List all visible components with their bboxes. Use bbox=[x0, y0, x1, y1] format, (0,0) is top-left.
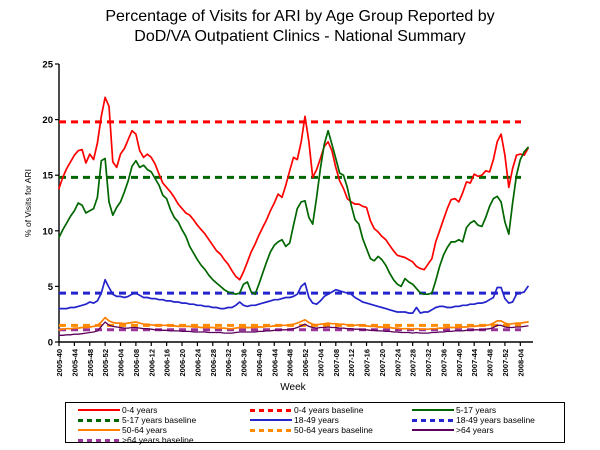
y-axis-title: % of Visits for ARI bbox=[23, 169, 33, 237]
x-tick-label: 2007-20 bbox=[378, 349, 387, 377]
chart-title: Percentage of Visits for ARI by Age Grou… bbox=[0, 7, 600, 47]
x-tick-label: 2007-24 bbox=[393, 348, 402, 376]
x-tick-label: 2006-44 bbox=[270, 348, 279, 376]
y-tick-label: 10 bbox=[42, 226, 53, 237]
chart-legend: 0-4 years 0-4 years baseline 5-17 years 5-1… bbox=[65, 402, 565, 445]
x-tick-label: 2005-52 bbox=[101, 349, 110, 377]
x-tick-label: 2007-40 bbox=[455, 349, 464, 377]
x-tick-label: 2006-52 bbox=[301, 349, 310, 377]
legend-item-0-4-years-baseline: 0-4 years baseline bbox=[250, 405, 412, 415]
x-tick-label: 2005-44 bbox=[70, 348, 79, 376]
chart-title-line1: Percentage of Visits for ARI by Age Grou… bbox=[105, 8, 495, 25]
x-tick-label: 2007-28 bbox=[409, 349, 418, 377]
legend-line-sample bbox=[250, 408, 292, 412]
legend-label: 0-4 years bbox=[122, 405, 158, 415]
legend-label: 5-17 years bbox=[456, 405, 497, 415]
legend-item-0-4-years: 0-4 years bbox=[78, 405, 250, 415]
legend-label: 5-17 years baseline bbox=[122, 415, 197, 425]
y-tick-label: 20 bbox=[42, 115, 53, 126]
legend-line-sample bbox=[78, 418, 120, 422]
legend-item-18-49-years: 18-49 years bbox=[250, 415, 412, 425]
x-tick-label: 2007-52 bbox=[501, 349, 510, 377]
series->64 years bbox=[58, 321, 529, 336]
legend-item-50-64-years: 50-64 years bbox=[78, 425, 250, 435]
x-tick-label: 2007-32 bbox=[424, 349, 433, 377]
legend-label: 50-64 years baseline bbox=[294, 425, 373, 435]
series-50-64 years bbox=[58, 316, 529, 331]
legend-line-sample bbox=[78, 438, 120, 442]
legend-label: 18-49 years bbox=[294, 415, 339, 425]
chart-title-line2: DoD/VA Outpatient Clinics - National Sum… bbox=[134, 28, 466, 45]
legend-line-sample bbox=[78, 429, 120, 431]
series-18-49 years bbox=[58, 278, 529, 314]
x-tick-label: 2007-08 bbox=[332, 349, 341, 377]
legend-item--64-years: >64 years bbox=[412, 425, 564, 435]
legend-line-sample bbox=[250, 428, 292, 432]
legend-item-5-17-years-baseline: 5-17 years baseline bbox=[78, 415, 250, 425]
legend-label: 0-4 years baseline bbox=[294, 405, 364, 415]
legend-item--64-years-baseline: >64 years baseline bbox=[78, 435, 250, 445]
legend-item-5-17-years: 5-17 years bbox=[412, 405, 564, 415]
x-tick-label: 2007-16 bbox=[363, 349, 372, 377]
x-tick-label: 2006-04 bbox=[117, 348, 126, 376]
legend-item-18-49-years-baseline: 18-49 years baseline bbox=[412, 415, 564, 425]
x-tick-label: 2005-40 bbox=[55, 349, 64, 377]
legend-label: 18-49 years baseline bbox=[456, 415, 535, 425]
series-0-4 years bbox=[58, 96, 529, 281]
x-tick-label: 2007-04 bbox=[316, 348, 325, 376]
legend-item-50-64-years-baseline: 50-64 years baseline bbox=[250, 425, 412, 435]
x-tick-label: 2007-48 bbox=[486, 349, 495, 377]
legend-label: 50-64 years bbox=[122, 425, 167, 435]
x-tick-label: 2006-36 bbox=[240, 349, 249, 377]
x-tick-label: 2006-40 bbox=[255, 349, 264, 377]
legend-label: >64 years baseline bbox=[122, 435, 194, 445]
x-tick-label: 2005-48 bbox=[86, 349, 95, 377]
y-tick-label: 5 bbox=[48, 282, 54, 293]
legend-line-sample bbox=[412, 409, 454, 411]
x-tick-label: 2006-32 bbox=[224, 349, 233, 377]
legend-line-sample bbox=[412, 418, 454, 422]
y-tick-label: 0 bbox=[48, 338, 53, 349]
x-tick-label: 2008-04 bbox=[516, 348, 525, 376]
x-tick-label: 2006-28 bbox=[209, 349, 218, 377]
y-tick-label: 15 bbox=[42, 171, 53, 182]
x-tick-label: 2006-20 bbox=[178, 349, 187, 377]
legend-label: >64 years bbox=[456, 425, 494, 435]
x-tick-label: 2006-12 bbox=[147, 349, 156, 377]
x-tick-label: 2006-24 bbox=[193, 348, 202, 376]
x-tick-label: 2006-08 bbox=[132, 349, 141, 377]
legend-line-sample bbox=[250, 419, 292, 421]
legend-line-sample bbox=[412, 429, 454, 431]
x-tick-label: 2006-16 bbox=[163, 349, 172, 377]
legend-line-sample bbox=[78, 409, 120, 411]
x-tick-label: 2007-12 bbox=[347, 349, 356, 377]
x-tick-label: 2007-36 bbox=[439, 349, 448, 377]
y-tick-label: 25 bbox=[42, 60, 53, 71]
x-axis-title: Week bbox=[280, 382, 306, 393]
x-tick-label: 2006-48 bbox=[286, 349, 295, 377]
series-5-17 years bbox=[58, 129, 529, 296]
x-tick-label: 2007-44 bbox=[470, 348, 479, 376]
